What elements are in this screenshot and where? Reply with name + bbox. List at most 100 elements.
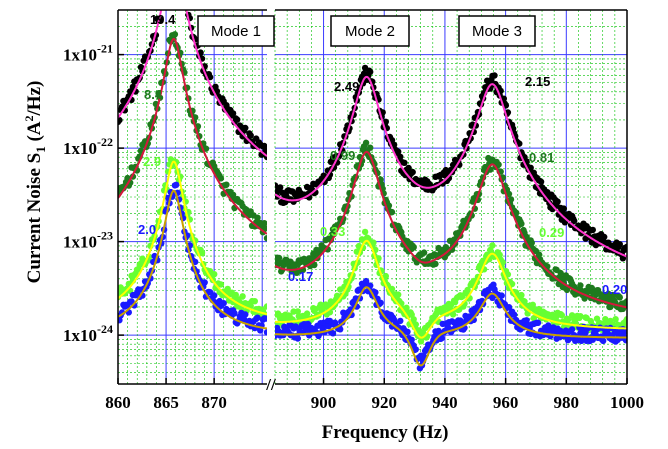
- data-point: [171, 31, 179, 38]
- y-tick-label: 1x10-23: [63, 229, 113, 252]
- data-point: [589, 226, 596, 234]
- data-point: [537, 178, 545, 185]
- data-point: [229, 191, 237, 198]
- series-segment: [118, 181, 267, 336]
- data-point: [239, 293, 246, 300]
- data-point: [557, 269, 564, 277]
- data-point: [577, 313, 584, 320]
- data-point: [518, 220, 525, 227]
- peak-label: 19.4: [150, 12, 176, 27]
- data-point: [412, 346, 419, 353]
- fit-line-1: [118, 37, 267, 235]
- fit-line-0: [275, 75, 627, 258]
- mode-box-layer: Mode 1 Mode 2 Mode 3: [197, 15, 536, 47]
- peak-label: 0.17: [288, 269, 313, 284]
- fit-line-2: [118, 160, 267, 316]
- data-point: [201, 279, 208, 286]
- data-point: [432, 260, 439, 268]
- data-point: [558, 312, 565, 319]
- peak-label: 8.4: [144, 87, 163, 102]
- y-tick-label: 1x10-22: [63, 135, 113, 158]
- data-point: [224, 285, 231, 293]
- fit-line-3: [118, 189, 267, 330]
- data-point: [337, 326, 344, 333]
- data-point: [449, 311, 457, 318]
- y-axis-title-superscript: 2: [22, 115, 36, 121]
- data-point: [185, 10, 189, 11]
- data-point: [263, 329, 267, 336]
- data-point: [242, 124, 249, 132]
- data-point: [372, 289, 379, 296]
- axis-break-gap: [268, 376, 274, 392]
- data-point: [395, 291, 402, 298]
- data-point: [623, 316, 627, 323]
- data-point: [390, 141, 398, 148]
- data-point: [397, 317, 404, 325]
- data-point: [329, 330, 337, 337]
- data-point: [623, 298, 627, 305]
- data-point: [247, 132, 254, 139]
- data-point: [242, 311, 249, 318]
- data-point: [610, 292, 617, 299]
- data-point: [361, 228, 369, 236]
- y-axis-title: Current Noise S1 (A2/Hz): [22, 81, 48, 284]
- data-point: [198, 249, 206, 257]
- x-axis-title: Frequency (Hz): [322, 422, 449, 443]
- data-point: [438, 335, 445, 342]
- x-tick-label: 960: [493, 393, 519, 412]
- data-point: [616, 294, 623, 301]
- data-point: [231, 310, 238, 317]
- fit-line-3: [275, 286, 627, 367]
- data-point: [405, 164, 412, 172]
- data-point: [254, 314, 261, 321]
- data-point: [622, 337, 627, 344]
- data-point: [388, 208, 396, 216]
- data-point: [211, 271, 218, 278]
- peak-label: 0.20: [602, 282, 627, 297]
- data-point: [534, 319, 542, 326]
- data-point: [600, 337, 607, 345]
- x-tick-label: 920: [371, 393, 397, 412]
- data-point: [382, 272, 389, 280]
- data-point: [160, 0, 166, 5]
- data-point: [404, 328, 411, 335]
- mode-box: [458, 15, 536, 47]
- x-tick-label: 870: [201, 393, 227, 412]
- fit-line-1: [275, 150, 627, 309]
- y-tick-label: 1x10-24: [63, 322, 113, 345]
- data-point: [498, 292, 505, 299]
- data-point: [254, 214, 261, 221]
- data-point: [367, 144, 374, 151]
- data-point: [589, 336, 596, 343]
- x-tick-label: 900: [311, 393, 337, 412]
- x-tick-label: 865: [153, 393, 179, 412]
- data-point: [616, 241, 623, 248]
- x-tick-label: 980: [554, 393, 580, 412]
- data-point: [529, 301, 536, 308]
- data-point: [507, 196, 515, 203]
- mode-label: Mode 3: [472, 23, 522, 40]
- peak-label: 2.15: [525, 74, 550, 89]
- data-point: [491, 72, 498, 79]
- data-point: [262, 225, 267, 232]
- data-point: [261, 220, 267, 227]
- y-tick-label: 1x10-21: [63, 42, 113, 65]
- data-point: [217, 175, 225, 182]
- data-point: [370, 239, 377, 246]
- data-point: [118, 317, 123, 324]
- data-point: [527, 164, 534, 171]
- peak-label: 2.9: [143, 154, 161, 169]
- x-tick-label: 940: [432, 393, 458, 412]
- data-point: [294, 308, 301, 315]
- tick-layer: 1x10-24 1x10-23 1x10-22 1x10-21 860 865 870 900…: [63, 42, 644, 412]
- peak-label: 2.0: [138, 222, 156, 237]
- data-point: [397, 153, 404, 160]
- data-point: [504, 271, 512, 278]
- data-layer: [118, 0, 627, 372]
- mode-box: [197, 15, 275, 47]
- data-point: [410, 316, 417, 323]
- data-point: [217, 281, 225, 288]
- data-point: [234, 116, 241, 123]
- data-point: [511, 311, 518, 318]
